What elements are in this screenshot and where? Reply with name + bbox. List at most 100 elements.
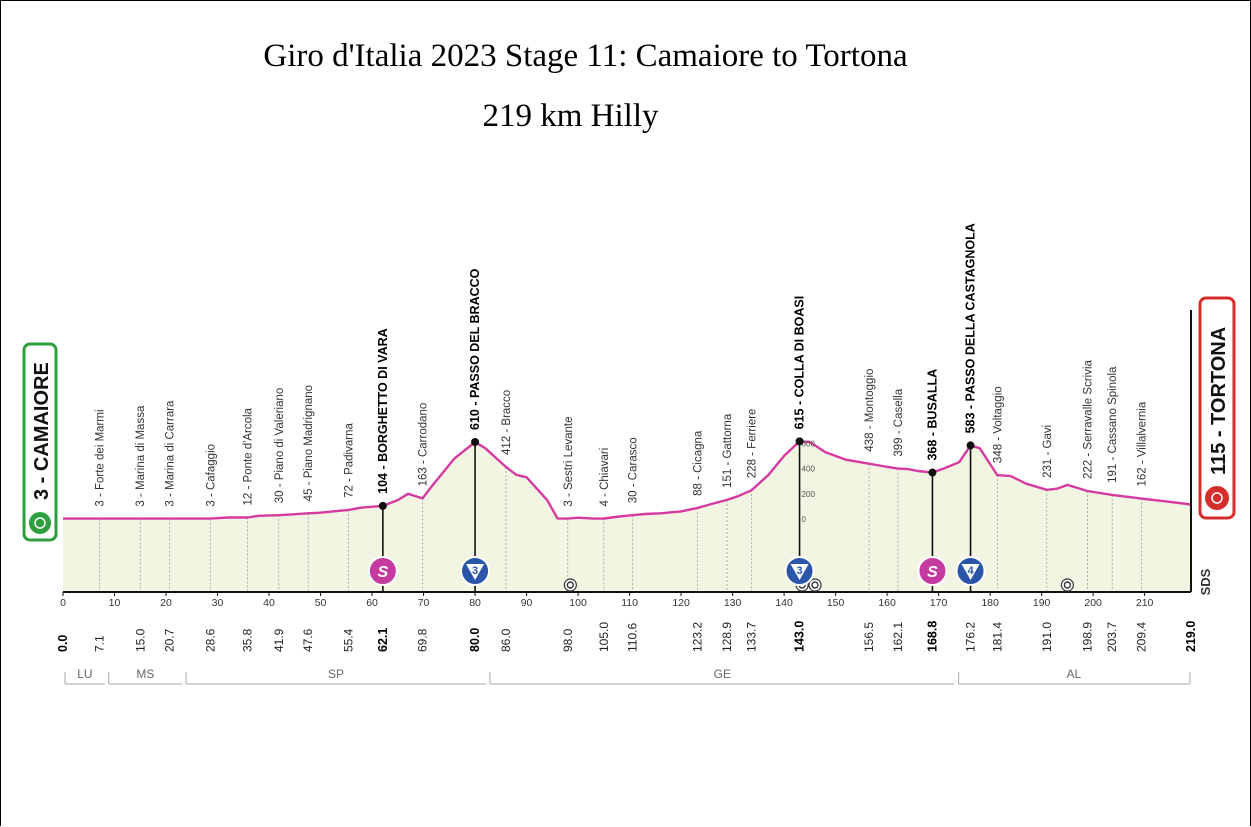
km-mark-label: 7.1 [93, 635, 107, 652]
sprint-label: S [927, 564, 938, 581]
place-label: 228 - Ferriere [747, 409, 759, 479]
kom-triangle [790, 564, 809, 580]
km-mark-label: 28.6 [203, 628, 217, 652]
place-label: 412 - Bracco [501, 390, 513, 455]
cyclist-wheel [1211, 492, 1223, 504]
km-mark-label: 105.0 [597, 622, 611, 652]
place-label: 3 - Forte dei Marmi [95, 409, 107, 506]
x-tick-label: 150 [827, 597, 845, 609]
elevation-tick-label: 400 [802, 465, 816, 474]
elevation-tick-label: 0 [802, 515, 807, 524]
place-label: 3 - Cafaggio [205, 444, 217, 507]
x-tick-label: 180 [981, 597, 999, 609]
km-mark-label: 156.5 [862, 622, 876, 652]
km-mark-label: 162.1 [891, 622, 905, 652]
cyclist-icon [1203, 484, 1231, 512]
place-label: 12 - Ponte d'Arcola [242, 407, 254, 505]
km-mark-label: 20.7 [163, 628, 177, 652]
km-mark-label: 55.4 [341, 628, 355, 652]
sprint-s-badge-icon [917, 556, 948, 586]
climb-marker-dot [471, 438, 480, 446]
page-title: Giro d'Italia 2023 Stage 11: Camaiore to… [263, 38, 908, 74]
kom-category-label: 4 [967, 565, 974, 577]
place-label: 88 - Cicagna [693, 430, 705, 496]
x-tick-label: 210 [1136, 597, 1154, 609]
km-mark-label: 219.0 [1184, 621, 1198, 652]
place-label: 368 - BUSALLA [925, 369, 939, 461]
x-tick-label: 140 [775, 597, 793, 609]
km-mark-label: 80.0 [468, 628, 482, 652]
km-mark-label: 191.0 [1040, 622, 1054, 652]
x-tick-label: 70 [418, 597, 430, 609]
region-label: GE [714, 667, 731, 681]
x-tick-label: 80 [469, 597, 481, 609]
km-mark-label: 41.9 [272, 628, 286, 652]
profile-line [63, 440, 1192, 520]
elevation-tick-label: 600 [802, 439, 816, 448]
feed-zone-icon [563, 578, 577, 592]
start-label: 3 - CAMAIORE [31, 362, 53, 500]
region-label: MS [136, 667, 154, 681]
place-label: 72 - Padivarna [343, 423, 355, 498]
place-label: 438 - Montoggio [864, 369, 876, 452]
cyclist-wheel [34, 517, 46, 529]
x-tick-label: 60 [366, 597, 378, 609]
x-tick-label: 0 [60, 597, 66, 609]
km-mark-label: 181.4 [990, 622, 1004, 652]
km-mark-label: 62.1 [376, 628, 390, 652]
place-label: 222 - Serravalle Scrivia [1082, 359, 1094, 478]
sprint-s-badge-icon [367, 556, 398, 586]
region-label: AL [1066, 667, 1081, 681]
place-label: 583 - PASSO DELLA CASTAGNOLA [964, 223, 978, 433]
elevation-tick-label: 200 [802, 490, 816, 499]
place-label: 4 - Chiavari [599, 448, 611, 507]
climb-marker-dot [795, 437, 804, 446]
brand-logo: SDS [1198, 568, 1213, 595]
km-mark-label: 176.2 [964, 622, 978, 652]
page-subtitle: 219 km Hilly [482, 98, 659, 134]
x-tick-label: 120 [672, 597, 690, 609]
km-mark-label: 110.6 [626, 623, 640, 652]
place-label: 348 - Voltaggio [992, 386, 1004, 463]
kom-category-label: 3 [472, 565, 478, 577]
feed-zone-icon-inner [566, 581, 575, 589]
x-tick-label: 100 [569, 597, 587, 609]
km-mark-label: 128.9 [720, 622, 734, 652]
place-label: 3 - Sestri Levante [563, 416, 575, 506]
place-label: 104 - BORGHETTO DI VARA [376, 328, 390, 494]
region-label: LU [77, 667, 92, 681]
km-mark-label: 209.4 [1135, 622, 1149, 652]
place-label: 45 - Piano Madrignano [303, 385, 315, 501]
climb-marker-dot [928, 468, 937, 477]
km-mark-label: 69.8 [416, 628, 430, 652]
x-tick-label: 200 [1084, 597, 1102, 609]
feed-zone-icon [1060, 578, 1074, 592]
place-label: 191 - Cassano Spinola [1107, 366, 1119, 483]
kom-triangle [466, 564, 485, 580]
place-label: 3 - Marina di Carrara [165, 400, 177, 507]
start-label-box [22, 342, 58, 542]
place-label: 615 - COLLA DI BOASI [793, 296, 807, 430]
km-mark-label: 0.0 [56, 635, 70, 652]
x-tick-label: 30 [212, 597, 224, 609]
km-mark-label: 15.0 [133, 628, 147, 652]
km-mark-label: 47.6 [301, 628, 315, 652]
feed-zone-icon-inner [1063, 581, 1072, 589]
place-label: 399 - Casella [893, 388, 905, 456]
kom-category-label: 3 [796, 565, 802, 577]
km-mark-label: 168.8 [925, 621, 939, 652]
place-label: 231 - Gavi [1042, 425, 1054, 478]
cyclist-icon [27, 510, 53, 536]
finish-label-box [1198, 296, 1236, 520]
km-mark-label: 143.0 [793, 621, 807, 652]
place-label: 30 - Carasco [628, 437, 640, 503]
x-tick-label: 190 [1033, 597, 1051, 609]
sprint-label: S [378, 564, 389, 581]
region-label: SP [328, 667, 344, 681]
km-mark-label: 98.0 [561, 628, 575, 652]
feed-zone-icon [808, 578, 822, 592]
x-tick-label: 40 [263, 597, 275, 609]
x-tick-label: 130 [724, 597, 742, 609]
place-label: 30 - Piano di Valeriano [274, 388, 286, 504]
